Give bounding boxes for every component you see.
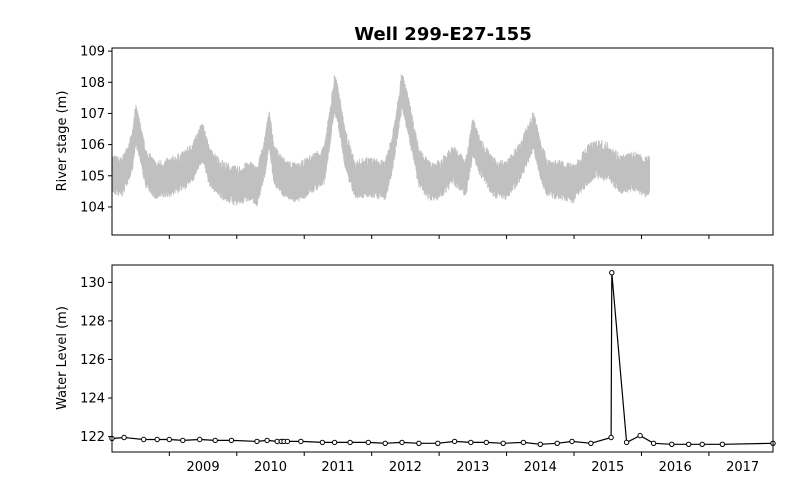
water-level-xtick-label: 2015 [591,460,624,475]
water-level-data-point [319,439,326,446]
water-level-data-point [121,434,127,441]
water-level-data-point [284,438,291,445]
water-level-data-point [699,441,705,447]
water-level-data-point [588,440,594,446]
water-level-ytick-label: 126 [80,353,105,368]
river-stage-series [111,74,650,207]
water-level-data-point [212,437,218,444]
water-level-data-point [399,439,405,446]
water-level-data-point [254,438,260,445]
water-level-ytick-label: 124 [80,392,105,407]
water-level-data-point [569,438,575,445]
water-level-data-point [623,439,630,446]
water-level-data-point [382,440,388,446]
water-level-xtick-label: 2009 [187,460,220,475]
water-level-ytick-label: 128 [80,314,105,329]
water-level-xtick-label: 2016 [659,460,692,475]
water-level-data-point [365,439,371,446]
water-level-xtick-label: 2011 [321,460,354,475]
water-level-yticks: 122 124 126 128 130 [80,276,112,445]
water-level-data-point [669,441,675,447]
water-level-xtick-label: 2014 [524,460,557,475]
water-level-xtick-label: 2013 [456,460,489,475]
water-level-data-point [228,437,235,444]
water-level-xtick-label: 2012 [389,460,422,475]
water-level-data-point [719,441,726,447]
water-level-ytick-label: 130 [80,276,105,291]
river-stage-ytick-label: 107 [80,107,105,122]
water-level-data-point [637,432,643,439]
water-level-data-point [451,438,458,445]
river-stage-series-line [111,74,650,207]
water-level-data-point [483,439,489,446]
chart-title: Well 299-E27-155 [354,24,531,45]
river-stage-ytick-label: 109 [80,45,105,60]
water-level-axes-frame [111,264,774,453]
water-level-data-point [180,437,186,444]
water-level-data-point [166,436,173,443]
water-level-series [109,270,776,447]
water-level-data-point [264,437,270,444]
water-level-data-point [435,440,441,446]
water-level-data-point [416,440,422,446]
water-level-xtick-label: 2017 [726,460,759,475]
water-level-data-point [537,441,543,447]
water-level-data-point [500,440,506,446]
water-level-data-point [141,436,147,443]
water-level-panel: Water Level (m) 122 124 126 128 130 2009 2010… [55,264,776,475]
water-level-data-point [154,436,160,443]
river-stage-axes-frame [111,47,774,236]
water-level-series-line [111,272,774,445]
water-level-data-point [347,439,353,446]
river-stage-ytick-label: 108 [80,76,105,91]
water-level-data-point [554,440,560,446]
water-level-data-point [686,441,692,447]
water-level-ylabel: Water Level (m) [55,306,70,410]
water-level-data-point [520,439,527,446]
water-level-xtick-label: 2010 [254,460,287,475]
river-stage-ytick-label: 106 [80,138,105,153]
water-level-data-point [298,438,304,445]
river-stage-xticks [168,235,710,239]
river-stage-panel: River stage (m) 104 105 106 107 108 109 [55,45,774,239]
water-level-data-point [650,440,657,446]
water-level-data-point [197,436,203,443]
river-stage-yticks: 104 105 106 107 108 109 [80,45,112,215]
water-level-data-point [608,434,614,441]
water-level-ytick-label: 122 [80,430,105,445]
water-level-data-point [331,439,338,446]
water-level-xticks: 2009 2010 2011 2012 2013 2014 2015 2016 2017 [168,452,759,475]
river-stage-ylabel: River stage (m) [55,91,70,192]
water-level-data-point [468,439,474,446]
river-stage-ytick-label: 104 [80,200,105,215]
water-level-data-point [609,270,615,276]
river-stage-ytick-label: 105 [80,169,105,184]
